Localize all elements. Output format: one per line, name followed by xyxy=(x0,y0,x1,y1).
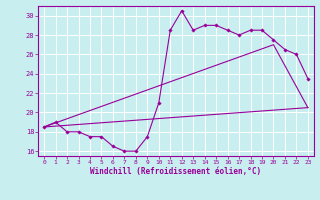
X-axis label: Windchill (Refroidissement éolien,°C): Windchill (Refroidissement éolien,°C) xyxy=(91,167,261,176)
